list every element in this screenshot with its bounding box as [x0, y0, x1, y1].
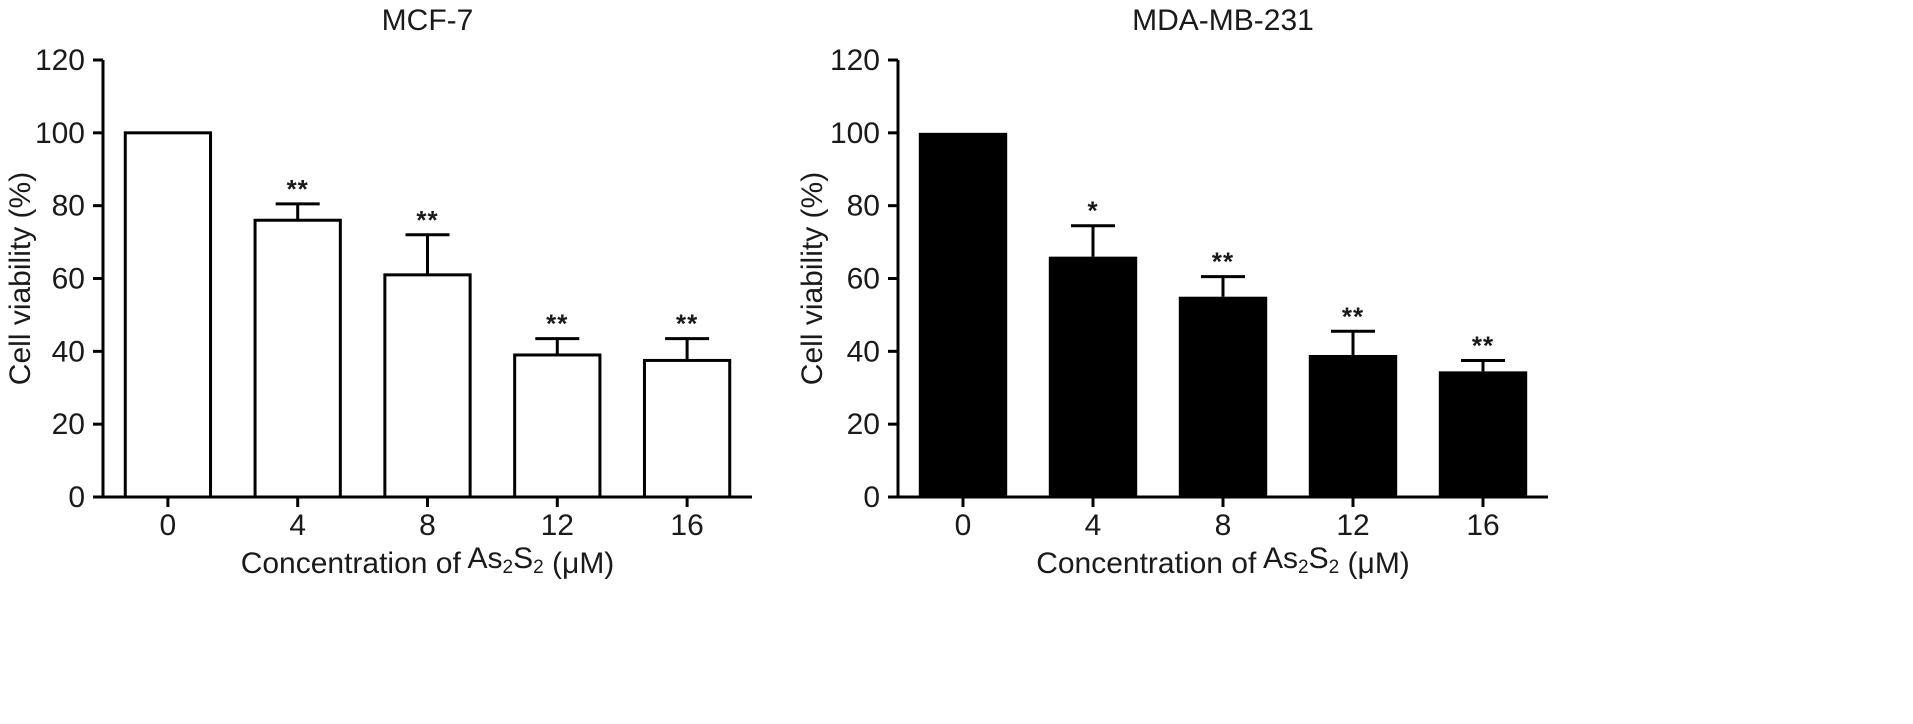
bar	[383, 273, 472, 499]
bar	[642, 358, 732, 499]
x-tick-label: 8	[419, 509, 436, 542]
bar	[253, 218, 342, 499]
x-tick-label: 8	[1215, 509, 1232, 542]
significance-label: **	[546, 309, 568, 339]
x-tick-label: 0	[955, 509, 972, 542]
y-tick-label: 0	[863, 481, 880, 514]
x-tick-label: 12	[541, 509, 574, 542]
y-tick-label: 40	[847, 335, 880, 368]
y-tick-label: 120	[830, 44, 880, 77]
x-tick-label: 16	[1466, 509, 1499, 542]
x-tick-label: 12	[1336, 509, 1369, 542]
bar	[1308, 354, 1398, 497]
y-axis-title: Cell viability (%)	[4, 172, 37, 385]
y-tick-label: 80	[52, 190, 85, 223]
significance-label: *	[1087, 196, 1098, 226]
x-axis-title: Concentration of As2S2 (μM)	[241, 542, 615, 580]
x-axis-title: Concentration of As2S2 (μM)	[1036, 542, 1410, 580]
x-tick-label: 0	[160, 509, 177, 542]
y-tick-label: 80	[847, 190, 880, 223]
bar	[1178, 296, 1268, 497]
chart-title: MDA-MB-231	[1132, 4, 1314, 37]
y-axis-title: Cell viability (%)	[796, 172, 829, 385]
y-tick-label: 0	[68, 481, 85, 514]
bar	[1438, 371, 1528, 497]
bar	[918, 132, 1008, 498]
significance-label: **	[287, 174, 309, 204]
y-tick-label: 100	[830, 117, 880, 150]
y-tick-label: 20	[52, 408, 85, 441]
y-tick-label: 100	[35, 117, 85, 150]
chart-title: MCF-7	[382, 4, 474, 37]
x-tick-label: 4	[1085, 509, 1102, 542]
significance-label: **	[1472, 330, 1494, 360]
chart-panel-mda-mb-231: MDA-MB-231 0 20 40 60 80 100 120 0 * 4 ** 8 ** 12 ** 16 C…	[796, 4, 1548, 580]
y-tick-label: 60	[847, 263, 880, 296]
x-tick-label: 4	[289, 509, 306, 542]
significance-label: **	[1342, 301, 1364, 331]
y-tick-label: 60	[52, 263, 85, 296]
x-tick-label: 16	[670, 509, 703, 542]
y-tick-label: 120	[35, 44, 85, 77]
significance-label: **	[676, 309, 698, 339]
y-tick-label: 40	[52, 335, 85, 368]
bar	[123, 131, 213, 499]
bar	[513, 353, 602, 499]
significance-label: **	[1212, 247, 1234, 277]
significance-label: **	[416, 205, 438, 235]
chart-panel-mcf7: MCF-7 0 20 40 60 80 100 120 0 ** 4 ** 8 ** 12 ** 16 Conce…	[4, 4, 752, 580]
bar	[1048, 256, 1138, 497]
y-tick-label: 20	[847, 408, 880, 441]
